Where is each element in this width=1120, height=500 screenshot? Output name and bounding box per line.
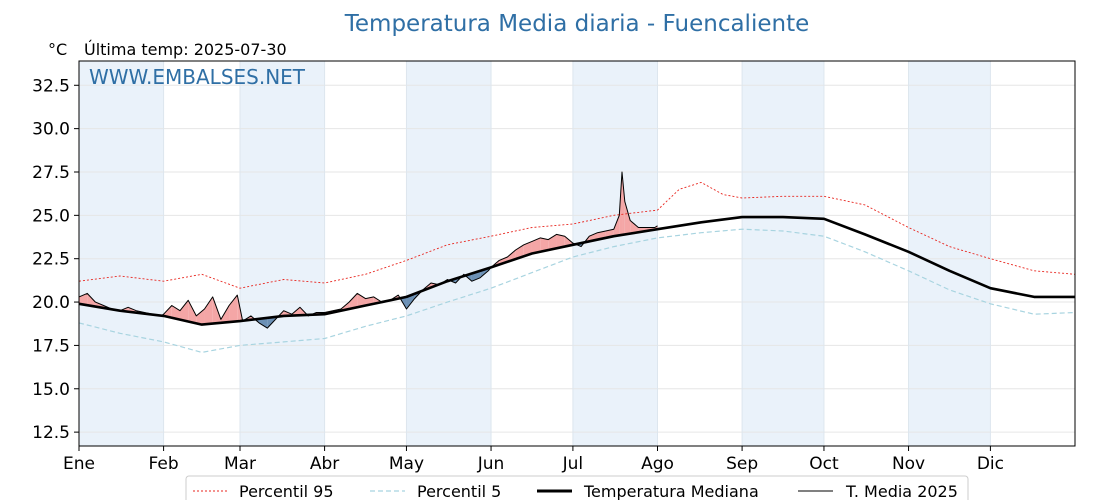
legend: Percentil 95 Percentil 5 Temperatura Med… <box>185 475 969 500</box>
y-axis: 12.5 15.0 17.5 20.0 22.5 25.0 27.5 30.0 32.5 <box>32 76 79 443</box>
month-band <box>79 61 164 446</box>
month-band <box>239 61 325 446</box>
y-tick-label: 15.0 <box>32 380 70 400</box>
legend-box <box>185 475 969 500</box>
fill-above <box>531 237 541 254</box>
fill-below <box>406 293 415 309</box>
legend-p5-label: Percentil 5 <box>417 482 501 500</box>
fill-above <box>196 308 205 325</box>
x-tick-label: Oct <box>809 454 839 474</box>
fill-above <box>163 305 172 318</box>
x-tick-label: Jun <box>477 454 505 474</box>
month-band <box>572 61 658 446</box>
series-line-p95 <box>78 181 1076 289</box>
x-axis: Ene Feb Mar Abr May Jun Jul Ago Sep Oct Nov Dic <box>63 446 1004 474</box>
fill-above <box>229 295 238 323</box>
x-tick-label: Jul <box>562 454 584 474</box>
grid <box>78 61 1075 446</box>
x-tick-label: May <box>389 454 424 474</box>
y-tick-label: 22.5 <box>32 250 70 270</box>
deviation-fills <box>79 171 658 329</box>
x-tick-label: Ene <box>63 454 95 474</box>
y-tick-label: 32.5 <box>32 76 70 96</box>
fill-above <box>556 234 565 249</box>
y-tick-label: 30.0 <box>32 120 70 140</box>
x-tick-label: Feb <box>149 454 179 474</box>
fill-above <box>515 244 524 260</box>
fill-above <box>349 293 358 309</box>
month-band <box>406 61 492 446</box>
series-line-p5 <box>78 228 1076 353</box>
x-tick-label: Dic <box>977 454 1004 474</box>
fill-above <box>548 234 557 251</box>
fill-above <box>523 241 532 257</box>
series-line-media2025 <box>78 171 658 329</box>
x-tick-label: Abr <box>310 454 339 474</box>
month-band <box>742 61 824 446</box>
fill-above <box>613 215 620 237</box>
fill-above <box>204 296 213 325</box>
legend-p95-label: Percentil 95 <box>239 482 334 500</box>
fill-above <box>624 201 631 235</box>
fill-above <box>171 305 180 320</box>
month-bands <box>79 61 991 446</box>
x-tick-label: Nov <box>892 454 925 474</box>
x-tick-label: Mar <box>224 454 256 474</box>
y-tick-label: 17.5 <box>32 336 70 356</box>
x-tick-label: Ago <box>641 454 674 474</box>
plot-frame <box>78 60 1076 447</box>
watermark: WWW.EMBALSES.NET <box>89 65 306 89</box>
last-temp-label: Última temp: 2025-07-30 <box>84 40 287 59</box>
chart-title: Temperatura Media diaria - Fuencaliente <box>344 11 809 37</box>
month-band <box>908 61 991 446</box>
series-lines <box>78 171 1076 353</box>
x-tick-label: Sep <box>726 454 758 474</box>
fill-below <box>259 317 268 329</box>
fill-above <box>622 171 625 235</box>
y-tick-label: 20.0 <box>32 293 70 313</box>
fill-above <box>357 293 366 308</box>
legend-mediana-label: Temperatura Mediana <box>583 482 759 500</box>
unit-label: °C <box>48 40 67 59</box>
fill-above <box>179 300 189 322</box>
series-line-mediana <box>78 215 1075 326</box>
y-tick-label: 25.0 <box>32 206 70 226</box>
fill-above <box>87 293 96 307</box>
fill-above <box>540 237 549 252</box>
fill-above <box>188 300 197 324</box>
fill-above <box>630 220 639 234</box>
legend-media2025-label: T. Media 2025 <box>845 482 958 500</box>
y-tick-label: 27.5 <box>32 163 70 183</box>
y-tick-label: 12.5 <box>32 423 70 443</box>
